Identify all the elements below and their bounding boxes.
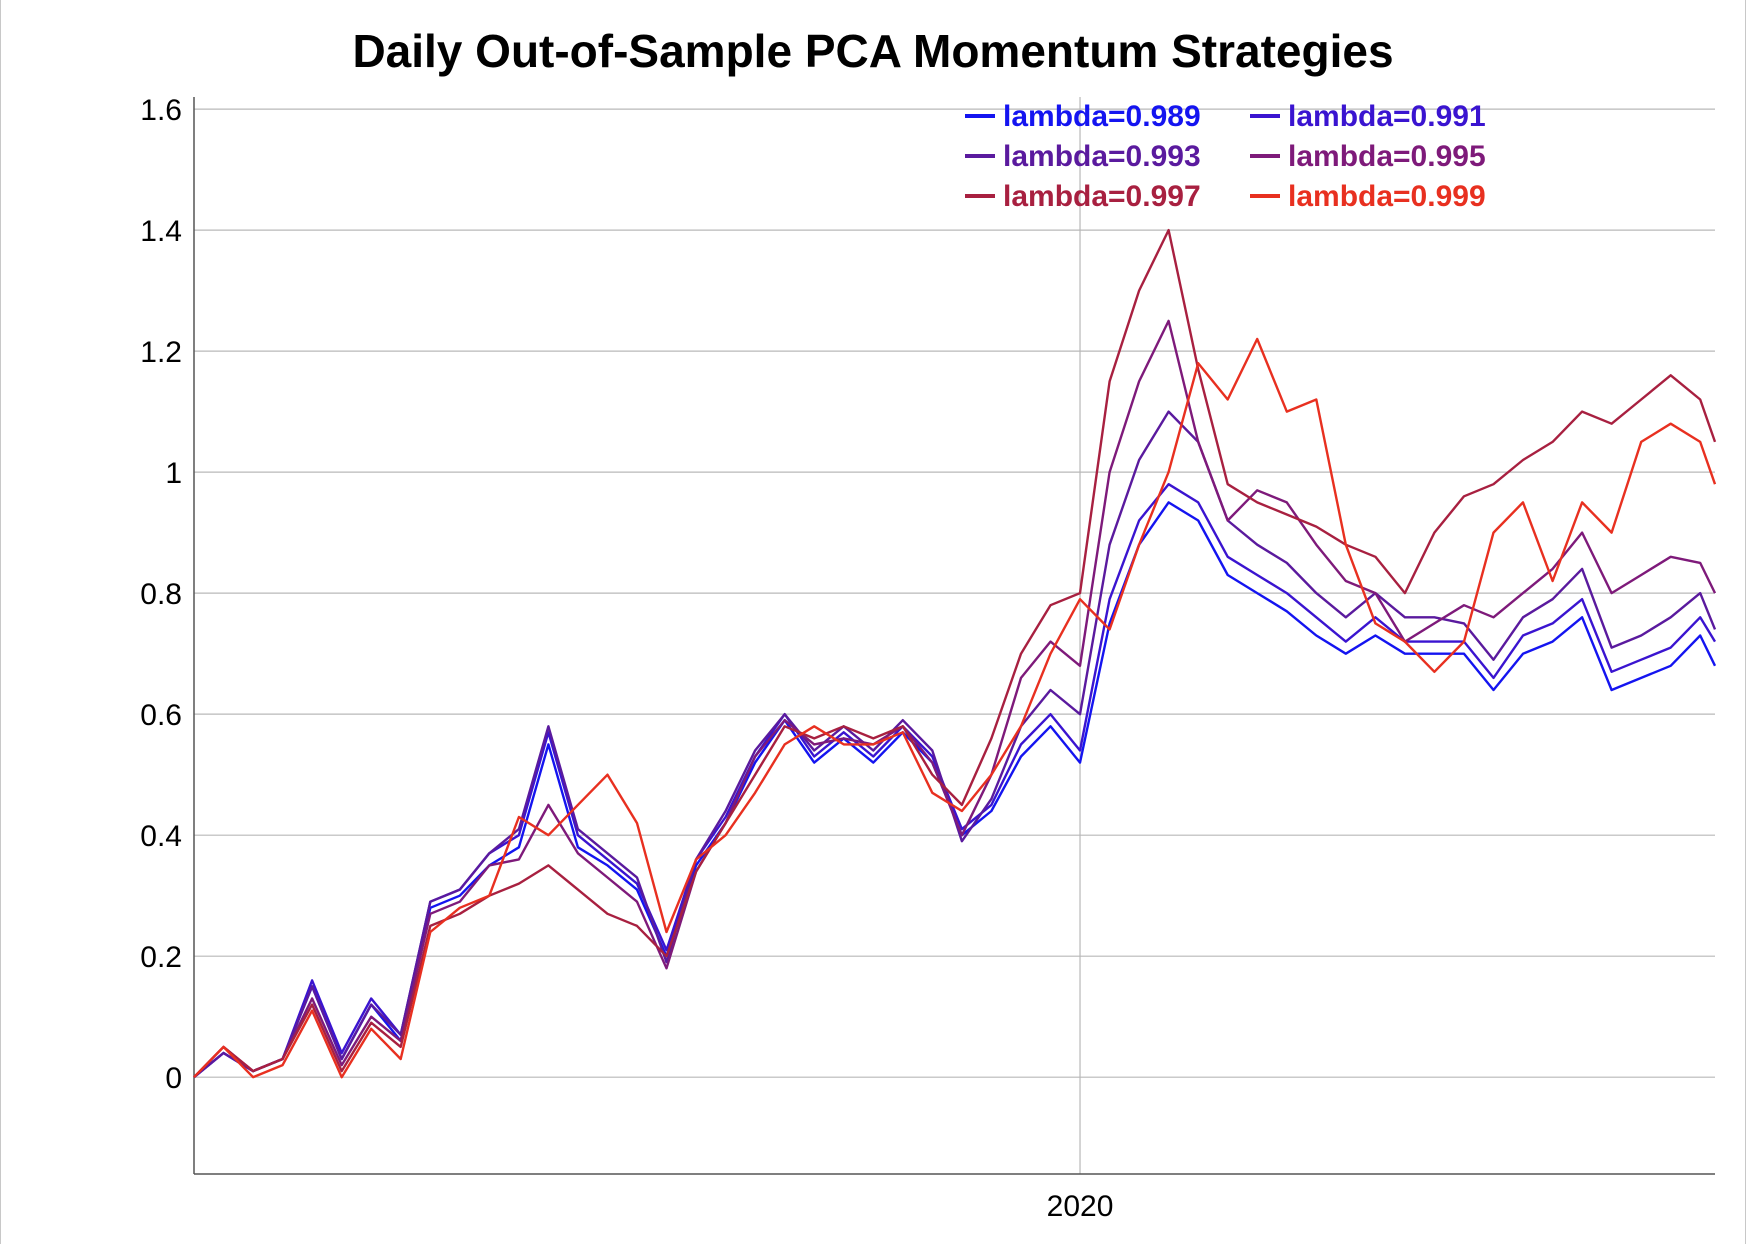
- y-tick-label: 0.6: [140, 699, 182, 732]
- y-tick-label: 0.8: [140, 578, 182, 611]
- y-tick-label: 1.2: [140, 336, 182, 369]
- chart-title: Daily Out-of-Sample PCA Momentum Strateg…: [352, 25, 1394, 77]
- y-tick-label: 1.4: [140, 215, 182, 248]
- axes: [193, 97, 1715, 1175]
- legend-label: lambda=0.991: [1288, 100, 1486, 133]
- legend-label: lambda=0.993: [1003, 140, 1201, 173]
- legend-label: lambda=0.997: [1003, 180, 1201, 213]
- series-line-lambda=0.991: [193, 483, 1717, 1079]
- y-tick-label: 1.6: [140, 94, 182, 127]
- legend-label: lambda=0.999: [1288, 180, 1486, 213]
- series-line-lambda=0.989: [193, 501, 1717, 1079]
- series-line-lambda=0.999: [193, 337, 1717, 1079]
- series-lines: [193, 228, 1717, 1079]
- series-line-lambda=0.993: [193, 410, 1717, 1079]
- legend-label: lambda=0.989: [1003, 100, 1201, 133]
- series-line-lambda=0.997: [193, 228, 1717, 1079]
- grid-lines: [194, 97, 1715, 1174]
- x-tick-label: 2020: [1047, 1190, 1114, 1223]
- tick-labels: 0 0.2 0.4 0.6 0.8 1 1.2 1.4 1.6 2020: [140, 94, 1113, 1223]
- y-tick-label: 1: [165, 457, 182, 490]
- legend-label: lambda=0.995: [1288, 140, 1486, 173]
- y-tick-label: 0.4: [140, 820, 182, 853]
- y-tick-label: 0: [165, 1062, 182, 1095]
- legend: lambda=0.989 lambda=0.991 lambda=0.993 lamb…: [965, 100, 1486, 213]
- y-tick-label: 0.2: [140, 941, 182, 974]
